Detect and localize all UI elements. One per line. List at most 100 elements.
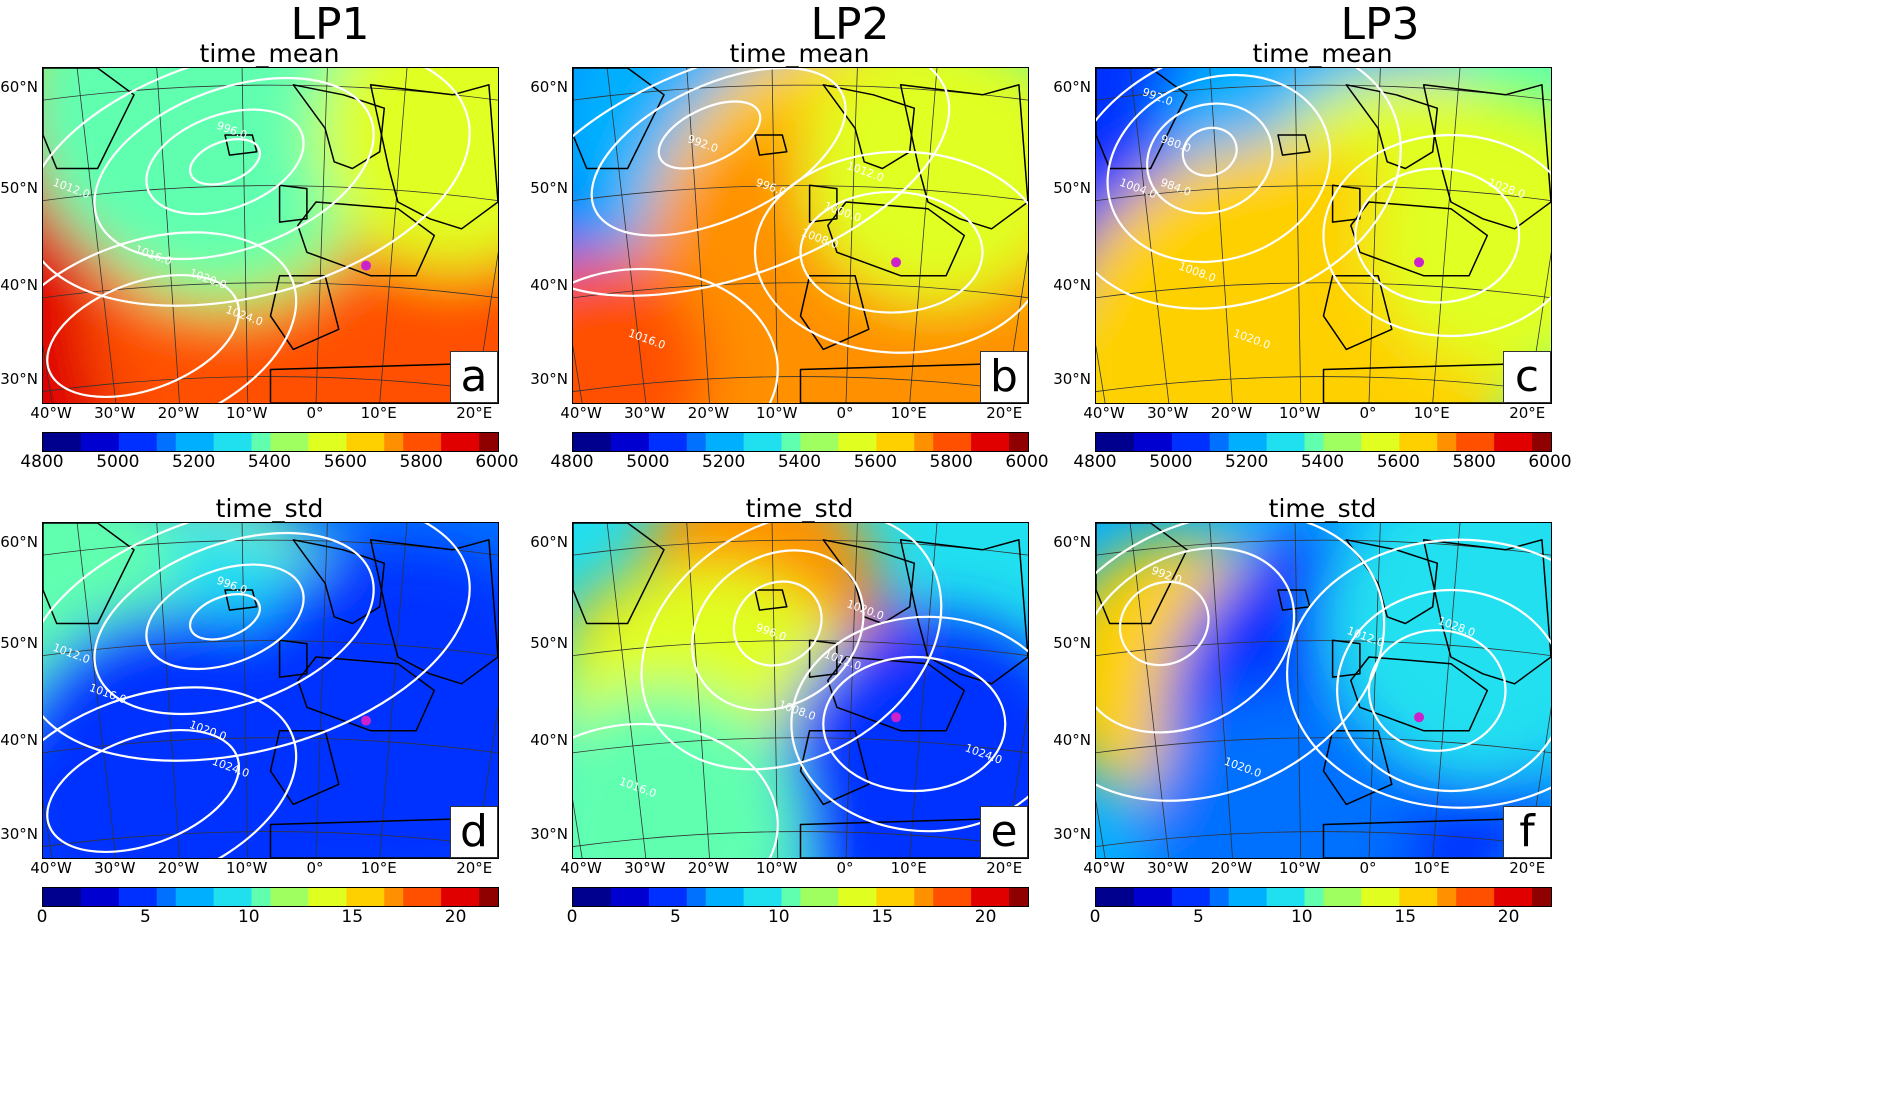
- longitude-line: [686, 68, 710, 403]
- longitude-line: [474, 706, 498, 858]
- coastline: [754, 589, 788, 611]
- longitude-line: [315, 68, 328, 403]
- colorbar-segment: [743, 433, 764, 451]
- colorbar-segment: [1009, 433, 1029, 451]
- colorbar-segment: [1266, 433, 1287, 451]
- colorbar-tick-label: 15: [341, 907, 364, 927]
- colorbar-tick-label: 6000: [1528, 452, 1572, 472]
- isobars: [43, 523, 471, 858]
- longitude-line: [606, 523, 647, 858]
- longitude-line: [1294, 68, 1302, 403]
- isobar: [93, 531, 375, 716]
- latitude-label: 30°N: [0, 824, 38, 843]
- colorbar-segment: [1114, 433, 1135, 451]
- colorbar: [572, 887, 1029, 907]
- isobar: [145, 563, 305, 671]
- colorbar-segment: [705, 433, 726, 451]
- latitude-label: 60°N: [0, 78, 38, 97]
- location-marker: [361, 260, 372, 271]
- colorbar-tick-label: 5200: [1225, 452, 1269, 472]
- panel-letter: c: [1503, 351, 1551, 403]
- colorbar-segment: [838, 888, 858, 906]
- colorbar-segment: [1494, 888, 1514, 906]
- longitude-line: [43, 799, 53, 858]
- isobar: [753, 150, 1028, 354]
- colorbar-segment: [1266, 888, 1287, 906]
- colorbar-segment: [1475, 888, 1495, 906]
- coastline: [269, 817, 498, 858]
- isobar: [43, 231, 298, 403]
- location-marker: [361, 715, 372, 726]
- longitude-label: 30°W: [94, 404, 136, 422]
- panel-letter: a: [450, 351, 498, 403]
- panel-letter: b: [980, 351, 1028, 403]
- coastline: [573, 68, 665, 170]
- colorbar-tick-label: 20: [444, 907, 467, 927]
- coastline: [269, 274, 340, 351]
- colorbar-segment: [1114, 888, 1135, 906]
- longitude-label: 30°W: [1147, 859, 1189, 877]
- graticule: [43, 68, 498, 403]
- longitude-label: 10°W: [226, 404, 268, 422]
- colorbar-segment: [724, 888, 745, 906]
- colorbar-segment: [648, 433, 669, 451]
- longitude-label: 30°W: [94, 859, 136, 877]
- latitude-line: [573, 737, 1028, 754]
- latitude-line: [573, 282, 1028, 299]
- column-title-lp1: LP1: [290, 0, 370, 50]
- isobar: [640, 523, 943, 771]
- colorbar-segment: [762, 433, 783, 451]
- colorbar-tick-label: 10: [767, 907, 790, 927]
- isobar: [690, 549, 865, 712]
- colorbar-segment: [1009, 888, 1029, 906]
- panel-letter: d: [450, 806, 498, 858]
- latitude-label: 30°N: [0, 369, 38, 388]
- coastline: [827, 201, 966, 277]
- colorbar-segment: [1380, 888, 1400, 906]
- colorbar-segment: [895, 888, 915, 906]
- isobar: [657, 100, 762, 170]
- colorbar-segment: [838, 433, 858, 451]
- field-blob: [800, 68, 1028, 305]
- colorbar-segment: [1532, 433, 1552, 451]
- latitude-label: 50°N: [0, 178, 38, 197]
- isobars: [43, 68, 471, 403]
- longitude-line: [606, 68, 647, 403]
- colorbar-segment: [403, 888, 423, 906]
- latitude-label: 30°N: [1053, 824, 1091, 843]
- longitude-line: [1527, 251, 1551, 403]
- location-marker: [891, 257, 902, 268]
- latitude-label: 40°N: [530, 275, 568, 294]
- isobar: [1096, 523, 1386, 802]
- panel-subtitle: time_std: [1268, 494, 1377, 523]
- longitude-line: [686, 523, 710, 858]
- colorbar-segment: [118, 888, 139, 906]
- coastline: [1422, 84, 1551, 230]
- latitude-label: 60°N: [0, 533, 38, 552]
- longitude-line: [1004, 706, 1028, 858]
- longitude-label: 40°W: [560, 404, 602, 422]
- panel-subtitle: time_mean: [199, 39, 340, 68]
- colorbar-segment: [933, 433, 953, 451]
- longitude-label: 10°W: [756, 859, 798, 877]
- colorbar-tick-label: 4800: [1073, 452, 1117, 472]
- coastline: [292, 84, 386, 170]
- longitude-label: 10°E: [1413, 859, 1450, 877]
- colorbar-tick-label: 15: [871, 907, 894, 927]
- isobar: [573, 267, 779, 403]
- colorbar-segment: [762, 888, 783, 906]
- colorbar-segment: [1342, 888, 1362, 906]
- colorbar-segment: [1190, 433, 1211, 451]
- longitude-label: 20°W: [687, 859, 730, 877]
- colorbar-segment: [1380, 433, 1400, 451]
- colorbar-segment: [629, 433, 650, 451]
- colorbar-tick-label: 5000: [96, 452, 140, 472]
- longitude-label: 30°W: [624, 404, 666, 422]
- longitude-line: [1129, 523, 1170, 858]
- colorbar-segment: [1342, 433, 1362, 451]
- longitude-line: [771, 523, 779, 858]
- latitude-label: 40°N: [0, 730, 38, 749]
- colorbar-segment: [1152, 888, 1173, 906]
- longitude-line: [315, 523, 328, 858]
